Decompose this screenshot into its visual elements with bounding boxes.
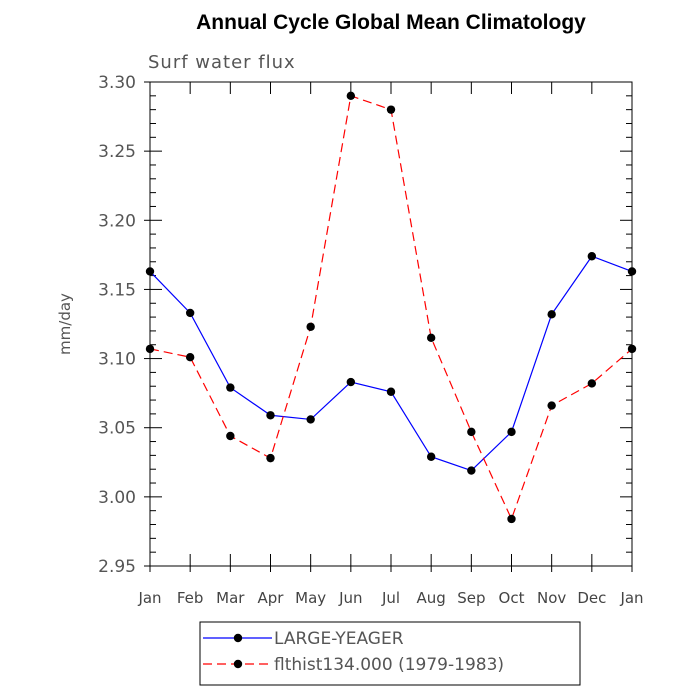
data-point (386, 387, 396, 396)
data-point (587, 252, 597, 261)
data-point (467, 466, 476, 475)
y-tick-label: 3.05 (98, 419, 136, 439)
legend-marker (233, 659, 243, 669)
axis-ticks (144, 81, 633, 572)
series-2 (145, 91, 637, 524)
data-point (145, 267, 155, 276)
x-tick-label: Mar (216, 589, 245, 607)
chart-subtitle: Surf water flux (148, 52, 296, 73)
legend: LARGE-YEAGER flthist134.000 (1979-1983) (203, 629, 504, 675)
data-point (226, 431, 235, 441)
y-tick-label: 3.15 (98, 280, 136, 300)
series-line (149, 255, 633, 472)
legend-label: flthist134.000 (1979-1983) (274, 655, 504, 675)
data-point (185, 308, 195, 318)
data-point (185, 352, 195, 362)
data-point (266, 411, 275, 420)
data-point (627, 267, 637, 276)
x-tick-label: Aug (417, 589, 446, 607)
legend-marker (233, 633, 243, 643)
y-tick-label: 3.10 (98, 350, 136, 370)
x-tick-label: Jan (619, 589, 643, 607)
data-point (467, 427, 476, 437)
data-point (346, 91, 356, 101)
x-tick-labels: Jan Feb Mar Apr May Jun Jul Aug Sep Oct Nov Dec Jan (137, 589, 643, 607)
y-tick-label: 3.00 (98, 488, 136, 508)
data-point (547, 310, 556, 319)
data-point (306, 322, 315, 331)
x-tick-label: Feb (177, 589, 204, 607)
data-point (145, 344, 155, 354)
data-point (426, 452, 436, 461)
data-point (627, 344, 637, 354)
data-point (507, 514, 516, 524)
y-tick-label: 3.25 (98, 142, 136, 162)
data-point (426, 333, 436, 343)
legend-box (199, 621, 581, 686)
x-tick-label: Apr (258, 589, 285, 607)
data-point (587, 379, 597, 388)
data-point (226, 383, 235, 392)
data-point (547, 401, 556, 410)
chart-title: Annual Cycle Global Mean Climatology (196, 11, 586, 34)
data-point (346, 377, 356, 387)
series-line (149, 95, 633, 521)
x-tick-label: Jan (137, 589, 161, 607)
y-axis-label: mm/day (56, 293, 74, 355)
y-tick-label: 2.95 (98, 557, 136, 577)
legend-label: LARGE-YEAGER (274, 629, 404, 649)
data-point (386, 105, 396, 114)
data-point (306, 415, 315, 424)
x-tick-label: Jul (381, 589, 400, 607)
plot-frame (149, 81, 633, 567)
x-tick-label: Sep (457, 589, 485, 607)
x-tick-label: Jun (338, 589, 362, 607)
data-point (507, 427, 516, 437)
data-point (266, 453, 275, 463)
y-tick-label: 3.20 (98, 211, 136, 231)
y-tick-labels: 2.95 3.00 3.05 3.10 3.15 3.20 3.25 3.30 (98, 73, 136, 577)
x-tick-label: Nov (537, 589, 566, 607)
x-tick-label: Oct (499, 589, 525, 607)
series-layer (145, 91, 637, 524)
x-tick-label: Dec (577, 589, 606, 607)
series-1 (145, 252, 637, 475)
x-tick-label: May (295, 589, 326, 607)
y-tick-label: 3.30 (98, 73, 136, 93)
